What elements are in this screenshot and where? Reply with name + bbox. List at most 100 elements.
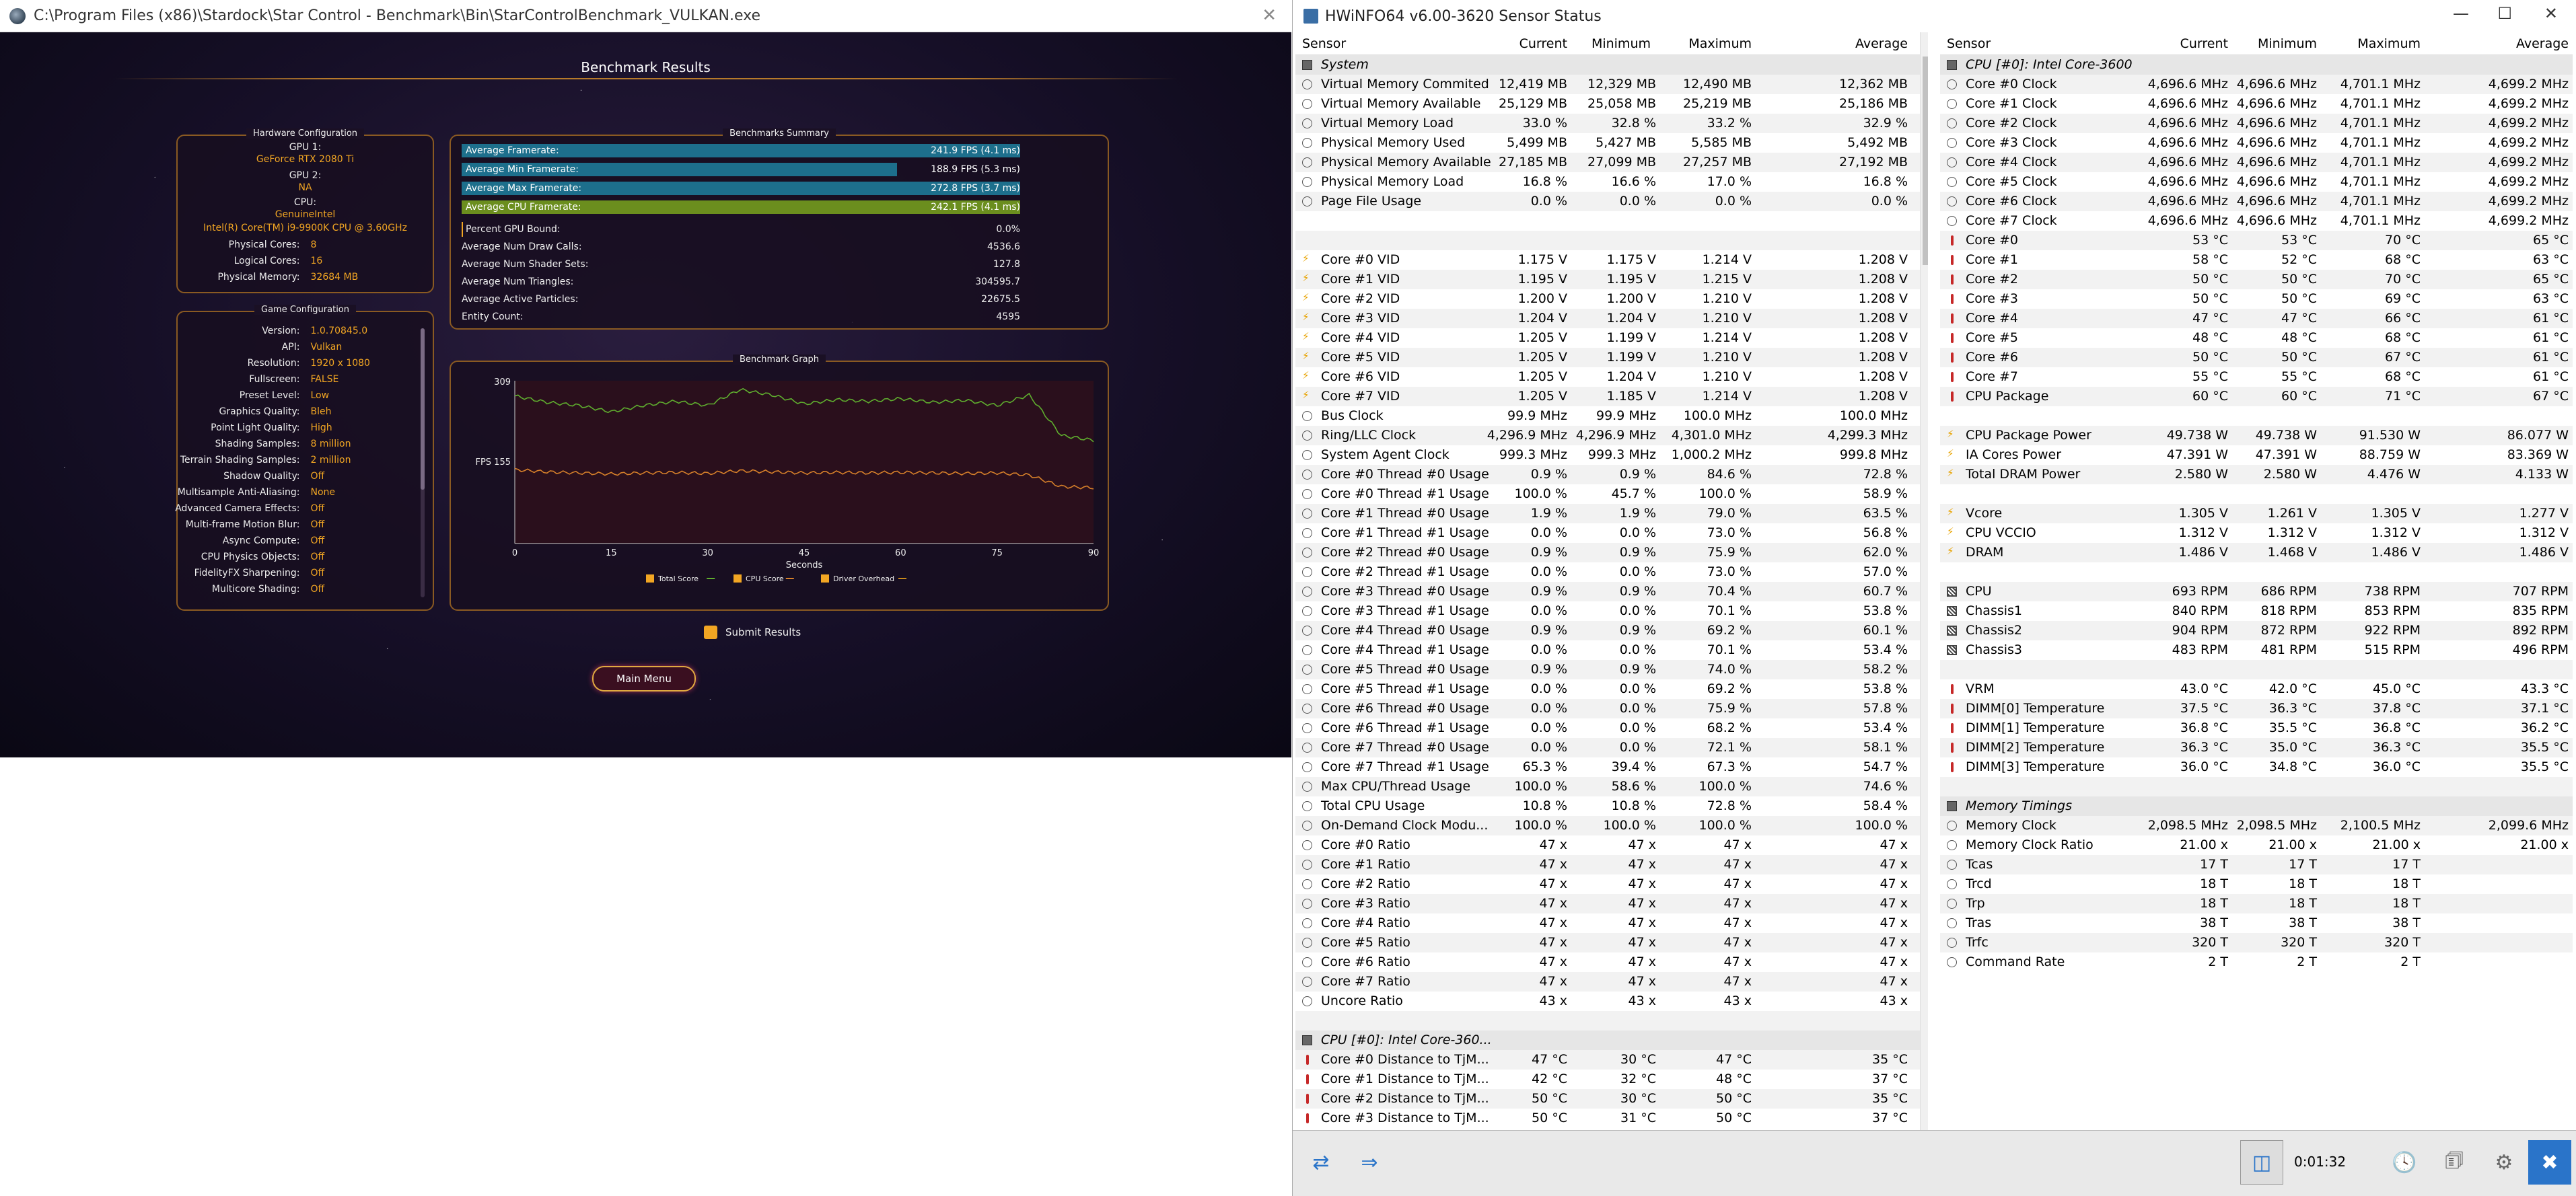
sensor-row[interactable]: ⚡ Total DRAM Power 2.580 W 2.580 W 4.476 W 4.…: [1940, 465, 2573, 484]
sensor-row[interactable]: Core #6 Ratio 47 x 47 x 47 x 47 x: [1295, 952, 1928, 972]
col-sensor[interactable]: Sensor: [1302, 36, 1347, 51]
sensor-row[interactable]: Physical Memory Load 16.8 % 16.6 % 17.0 % 16…: [1295, 172, 1928, 192]
col-current[interactable]: Current: [1519, 36, 1567, 51]
col-average[interactable]: Average: [2515, 36, 2569, 51]
sensor-row[interactable]: Bus Clock 99.9 MHz 99.9 MHz 100.0 MHz 100.0 …: [1295, 406, 1928, 426]
sensor-row[interactable]: Core #4 Thread #0 Usage 0.9 % 0.9 % 69.2 % 6…: [1295, 621, 1928, 640]
sensor-row[interactable]: DIMM[0] Temperature 37.5 °C 36.3 °C 37.8 °C…: [1940, 699, 2573, 718]
sensor-row[interactable]: Trp 18 T 18 T 18 T: [1940, 894, 2573, 913]
sensor-row[interactable]: Core #5 Ratio 47 x 47 x 47 x 47 x: [1295, 933, 1928, 952]
col-maximum[interactable]: Maximum: [1688, 36, 1752, 51]
col-current[interactable]: Current: [2180, 36, 2228, 51]
sensor-row[interactable]: Chassis1 840 RPM 818 RPM 853 RPM 835 RPM: [1940, 601, 2573, 621]
col-average[interactable]: Average: [1855, 36, 1908, 51]
col-maximum[interactable]: Maximum: [2357, 36, 2421, 51]
close-icon[interactable]: ✕: [2544, 4, 2558, 23]
sensor-row[interactable]: Core #6 Clock 4,696.6 MHz 4,696.6 MHz 4,701…: [1940, 192, 2573, 211]
sensor-row[interactable]: Core #2 Thread #0 Usage 0.9 % 0.9 % 75.9 % 6…: [1295, 543, 1928, 562]
sensor-row[interactable]: ⚡ DRAM 1.486 V 1.468 V 1.486 V 1.486 V: [1940, 543, 2573, 562]
col-minimum[interactable]: Minimum: [2257, 36, 2317, 51]
sensor-row[interactable]: DIMM[1] Temperature 36.8 °C 35.5 °C 36.8 °C…: [1940, 718, 2573, 738]
sensor-row[interactable]: Uncore Ratio 43 x 43 x 43 x 43 x: [1295, 992, 1928, 1011]
sensor-row[interactable]: Core #2 Distance to TjM... 50 °C 30 °C 50 °…: [1295, 1089, 1928, 1109]
sensor-row[interactable]: Total CPU Usage 10.8 % 10.8 % 72.8 % 58.4 %: [1295, 796, 1928, 816]
sensor-row[interactable]: Virtual Memory Commited 12,419 MB 12,329 M…: [1295, 75, 1928, 94]
col-minimum[interactable]: Minimum: [1591, 36, 1651, 51]
sensor-row[interactable]: Core #7 Thread #0 Usage 0.0 % 0.0 % 72.1 % 5…: [1295, 738, 1928, 757]
sensor-row[interactable]: Core #5 48 °C 48 °C 68 °C 61 °C: [1940, 328, 2573, 348]
report-icon[interactable]: 🗊: [2445, 1148, 2464, 1172]
sensor-row[interactable]: Core #3 Ratio 47 x 47 x 47 x 47 x: [1295, 894, 1928, 913]
sensor-row[interactable]: Core #3 Clock 4,696.6 MHz 4,696.6 MHz 4,701…: [1940, 133, 2573, 153]
sensor-row[interactable]: Core #3 Thread #0 Usage 0.9 % 0.9 % 70.4 % 6…: [1295, 582, 1928, 601]
game-config-scrollbar[interactable]: [421, 328, 425, 597]
close-icon[interactable]: ✖: [2528, 1140, 2571, 1185]
sensor-row[interactable]: Command Rate 2 T 2 T 2 T: [1940, 952, 2573, 972]
sensor-row[interactable]: Core #6 Thread #0 Usage 0.0 % 0.0 % 75.9 % 5…: [1295, 699, 1928, 718]
sensor-row[interactable]: Core #5 Thread #0 Usage 0.9 % 0.9 % 74.0 % 5…: [1295, 660, 1928, 679]
sensor-row[interactable]: CPU 693 RPM 686 RPM 738 RPM 707 RPM: [1940, 582, 2573, 601]
gear-icon[interactable]: ⚙: [2495, 1150, 2513, 1174]
sensor-row[interactable]: Core #1 Ratio 47 x 47 x 47 x 47 x: [1295, 855, 1928, 874]
sc-close-button[interactable]: ✕: [1262, 5, 1277, 26]
arrows-left-right-icon[interactable]: ⇄: [1312, 1150, 1330, 1174]
sensor-row[interactable]: Trcd 18 T 18 T 18 T: [1940, 874, 2573, 894]
sensor-group-row[interactable]: Memory Timings: [1940, 796, 2573, 816]
sensor-group-row[interactable]: CPU [#0]: Intel Core-360...: [1295, 1031, 1928, 1050]
sensor-scrollbar[interactable]: [1920, 32, 1928, 1130]
sensor-row[interactable]: Core #4 47 °C 47 °C 66 °C 61 °C: [1940, 309, 2573, 328]
sensor-row[interactable]: Core #2 Clock 4,696.6 MHz 4,696.6 MHz 4,701…: [1940, 114, 2573, 133]
submit-results-checkbox[interactable]: Submit Results: [704, 626, 801, 639]
sensor-row[interactable]: Core #1 58 °C 52 °C 68 °C 63 °C: [1940, 250, 2573, 270]
sensor-row[interactable]: Core #5 Clock 4,696.6 MHz 4,696.6 MHz 4,701…: [1940, 172, 2573, 192]
sensor-row[interactable]: VRM 43.0 °C 42.0 °C 45.0 °C 43.3 °C: [1940, 679, 2573, 699]
checkbox-icon[interactable]: [704, 626, 717, 639]
sensor-row[interactable]: DIMM[3] Temperature 36.0 °C 34.8 °C 36.0 °C…: [1940, 757, 2573, 777]
sensor-row[interactable]: Core #1 Thread #1 Usage 0.0 % 0.0 % 73.0 % 5…: [1295, 523, 1928, 543]
sensor-group-row[interactable]: System: [1295, 55, 1928, 75]
sensor-row[interactable]: Core #2 50 °C 50 °C 70 °C 65 °C: [1940, 270, 2573, 289]
sensor-row[interactable]: DIMM[2] Temperature 36.3 °C 35.0 °C 36.3 °C…: [1940, 738, 2573, 757]
col-sensor[interactable]: Sensor: [1947, 36, 1991, 51]
sensor-row[interactable]: ⚡ Core #2 VID 1.200 V 1.200 V 1.210 V 1.208 V: [1295, 289, 1928, 309]
sensor-row[interactable]: ⚡ CPU Package Power 49.738 W 49.738 W 91.530…: [1940, 426, 2573, 445]
sensor-row[interactable]: Core #2 Thread #1 Usage 0.0 % 0.0 % 73.0 % 5…: [1295, 562, 1928, 582]
sensor-row[interactable]: ⚡ Core #5 VID 1.205 V 1.199 V 1.210 V 1.208 V: [1295, 348, 1928, 367]
sensor-row[interactable]: Core #7 Ratio 47 x 47 x 47 x 47 x: [1295, 972, 1928, 992]
network-icon[interactable]: ◫: [2240, 1140, 2283, 1185]
sensor-row[interactable]: Core #7 Thread #1 Usage 65.3 % 39.4 % 67.3 …: [1295, 757, 1928, 777]
sensor-row[interactable]: ⚡ Vcore 1.305 V 1.261 V 1.305 V 1.277 V: [1940, 504, 2573, 523]
sensor-row[interactable]: Core #6 50 °C 50 °C 67 °C 61 °C: [1940, 348, 2573, 367]
sensor-row[interactable]: Ring/LLC Clock 4,296.9 MHz 4,296.9 MHz 4,30…: [1295, 426, 1928, 445]
sensor-row[interactable]: Page File Usage 0.0 % 0.0 % 0.0 % 0.0 %: [1295, 192, 1928, 211]
sensor-row[interactable]: Chassis3 483 RPM 481 RPM 515 RPM 496 RPM: [1940, 640, 2573, 660]
sensor-row[interactable]: Chassis2 904 RPM 872 RPM 922 RPM 892 RPM: [1940, 621, 2573, 640]
sensor-row[interactable]: ⚡ Core #0 VID 1.175 V 1.175 V 1.214 V 1.208 V: [1295, 250, 1928, 270]
sensor-row[interactable]: Core #0 53 °C 53 °C 70 °C 65 °C: [1940, 231, 2573, 250]
sensor-row[interactable]: ⚡ Core #1 VID 1.195 V 1.195 V 1.215 V 1.208 V: [1295, 270, 1928, 289]
sensor-row[interactable]: Physical Memory Used 5,499 MB 5,427 MB 5,58…: [1295, 133, 1928, 153]
sensor-row[interactable]: ⚡ Core #6 VID 1.205 V 1.204 V 1.210 V 1.208 V: [1295, 367, 1928, 387]
sensor-row[interactable]: Core #1 Distance to TjM... 42 °C 32 °C 48 °…: [1295, 1070, 1928, 1089]
sensor-row[interactable]: Trfc 320 T 320 T 320 T: [1940, 933, 2573, 952]
sensor-row[interactable]: Core #4 Ratio 47 x 47 x 47 x 47 x: [1295, 913, 1928, 933]
sensor-row[interactable]: Core #1 Clock 4,696.6 MHz 4,696.6 MHz 4,701…: [1940, 94, 2573, 114]
sensor-row[interactable]: Core #7 Clock 4,696.6 MHz 4,696.6 MHz 4,701…: [1940, 211, 2573, 231]
sensor-row[interactable]: Tras 38 T 38 T 38 T: [1940, 913, 2573, 933]
sensor-row[interactable]: Max CPU/Thread Usage 100.0 % 58.6 % 100.0 %…: [1295, 777, 1928, 796]
main-menu-button[interactable]: Main Menu: [592, 666, 696, 692]
sensor-row[interactable]: Virtual Memory Available 25,129 MB 25,058 …: [1295, 94, 1928, 114]
sensor-row[interactable]: Core #7 55 °C 55 °C 68 °C 61 °C: [1940, 367, 2573, 387]
sensor-row[interactable]: Virtual Memory Load 33.0 % 32.8 % 33.2 % 32.…: [1295, 114, 1928, 133]
sensor-row[interactable]: ⚡ IA Cores Power 47.391 W 47.391 W 88.759 W 8…: [1940, 445, 2573, 465]
minimize-icon[interactable]: —: [2453, 4, 2469, 23]
sensor-row[interactable]: Core #0 Thread #1 Usage 100.0 % 45.7 % 100.…: [1295, 484, 1928, 504]
sensor-row[interactable]: CPU Package 60 °C 60 °C 71 °C 67 °C: [1940, 387, 2573, 406]
sensor-row[interactable]: System Agent Clock 999.3 MHz 999.3 MHz 1,00…: [1295, 445, 1928, 465]
clock-icon[interactable]: 🕓: [2392, 1150, 2417, 1174]
sensor-row[interactable]: Core #3 Thread #1 Usage 0.0 % 0.0 % 70.1 % 5…: [1295, 601, 1928, 621]
sensor-row[interactable]: Core #5 Thread #1 Usage 0.0 % 0.0 % 69.2 % 5…: [1295, 679, 1928, 699]
sensor-row[interactable]: ⚡ CPU VCCIO 1.312 V 1.312 V 1.312 V 1.312 V: [1940, 523, 2573, 543]
sensor-row[interactable]: ⚡ Core #3 VID 1.204 V 1.204 V 1.210 V 1.208 V: [1295, 309, 1928, 328]
sensor-row[interactable]: Memory Clock Ratio 21.00 x 21.00 x 21.00 x 2…: [1940, 835, 2573, 855]
